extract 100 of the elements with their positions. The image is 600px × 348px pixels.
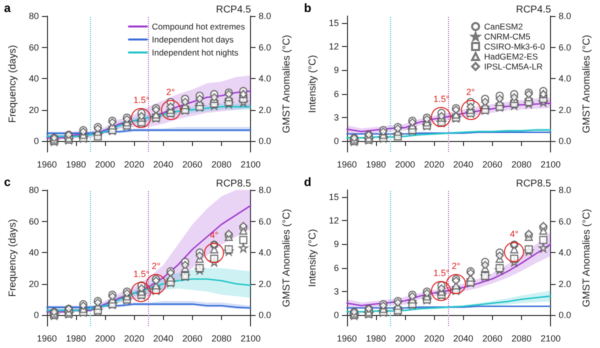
legend-label: Compound hot extremes [152,22,245,32]
x-tick-label: 2100 [240,160,261,170]
x-tick-label: 2100 [240,334,261,344]
y2-axis-title: GMST Anomalies (°C) [582,208,592,308]
y2-tick-label: 0.0 [558,136,572,146]
y2-tick-label: 8.0 [258,185,272,195]
y-tick-label: 20 [28,278,39,289]
annotation: 1.5° [433,268,450,278]
y-tick-label: 60 [28,216,39,226]
y2-tick-label: 4.0 [258,74,272,84]
x-tick-label: 2020 [424,160,444,170]
y-tick-label: 9 [334,239,339,250]
chart-title: RCP8.5 [516,178,552,190]
annotation: 2° [465,86,476,98]
x-tick-label: 2000 [95,334,116,344]
x-tick-label: 2060 [182,334,202,344]
x-tick-label: 2000 [395,160,416,170]
y-tick-label: 6 [334,262,339,273]
y2-axis-title: GMST Anomalies (°C) [282,208,292,308]
legend-label: Independent hot nights [152,48,238,58]
x-tick-label: 2040 [153,160,174,170]
y-tick-label: 80 [28,185,39,195]
x-tick-label: 2100 [540,160,561,170]
legend-label: CNRM-CM5 [484,32,531,42]
y-tick-label: 40 [28,74,39,84]
x-tick-label: 2080 [211,334,232,344]
annotation: 4° [208,230,220,241]
legend-label: IPSL-CM5A-LR [484,62,543,72]
x-tick-label: 2040 [153,334,174,344]
annotation: 2° [152,260,160,271]
x-tick-label: 2060 [182,160,202,170]
y-axis-title: Intensity (°C) [308,229,318,287]
text: d [304,175,312,189]
x-tick-label: 1980 [66,160,86,170]
y-tick-label: 12 [328,216,339,226]
chart-title: RCP4.5 [216,4,252,16]
x-tick-label: 2000 [395,334,416,344]
y-tick-label: 0 [34,136,39,146]
chart-title: RCP4.5 [516,4,552,16]
y2-tick-label: 0.0 [258,310,272,320]
y2-axis-title: GMST Anomalies (°C) [282,34,292,134]
y2-tick-label: 4.0 [558,248,572,258]
y2-tick-label: 0.0 [258,136,272,146]
text: b [304,1,312,15]
x-tick-label: 2100 [540,334,561,344]
y2-tick-label: 8.0 [558,11,572,21]
y-tick-label: 3 [334,112,339,122]
x-tick-label: 1960 [36,160,57,170]
y2-tick-label: 6.0 [258,42,272,52]
legend-label: Independent hot days [152,34,234,44]
x-tick-label: 2020 [124,334,144,344]
y-tick-label: 60 [28,42,39,52]
y-tick-label: 12 [328,42,339,52]
x-tick-label: 2040 [453,160,474,170]
y2-tick-label: 0.0 [558,310,572,320]
legend-label: CanESM2 [484,22,524,32]
x-tick-label: 1960 [336,334,357,344]
y2-tick-label: 4.0 [258,248,272,258]
y2-tick-label: 4.0 [558,74,572,84]
y-tick-label: 20 [28,104,39,115]
y-tick-label: 0 [334,310,339,320]
annotation: 4° [508,229,520,240]
y-tick-label: 6 [334,88,339,99]
annotation: 1.5° [432,94,451,106]
y-tick-label: 0 [334,136,339,146]
y-axis-title: Intensity (°C) [308,55,318,113]
y-tick-label: 80 [28,11,39,21]
legend-label: CSIRO-Mk3-6-0 [484,42,546,52]
y-tick-label: 9 [334,65,339,76]
annotation: 1.5° [133,268,150,279]
y-tick-label: 15 [328,18,339,28]
x-tick-label: 2080 [511,160,532,170]
y2-tick-label: 8.0 [558,185,572,195]
x-tick-label: 1980 [366,160,386,170]
x-tick-label: 2060 [482,334,502,344]
y2-tick-label: 2.0 [558,278,572,289]
x-tick-label: 2000 [95,160,116,170]
y2-tick-label: 2.0 [558,104,572,115]
annotation: 1.5° [132,94,151,106]
annotation: 2° [165,86,176,98]
annotation: 2° [452,260,460,271]
y2-tick-label: 2.0 [258,278,272,289]
y-tick-label: 3 [334,286,339,296]
x-tick-label: 2040 [453,334,474,344]
x-tick-label: 1960 [336,160,357,170]
x-tick-label: 2060 [482,160,502,170]
x-tick-label: 1980 [366,334,386,344]
y2-axis-title: GMST Anomalies (°C) [582,34,592,134]
y2-tick-label: 6.0 [558,216,572,226]
y2-tick-label: 6.0 [258,216,272,226]
y-axis-title: Frequency (days) [8,219,18,297]
text: c [4,175,11,189]
x-tick-label: 1980 [66,334,86,344]
legend-label: HadGEM2-ES [484,52,538,62]
y-tick-label: 0 [34,310,39,320]
y2-tick-label: 6.0 [558,42,572,52]
y2-tick-label: 2.0 [258,104,272,115]
y-tick-label: 40 [28,248,39,258]
chart-title: RCP8.5 [216,178,252,190]
text: a [4,1,11,15]
